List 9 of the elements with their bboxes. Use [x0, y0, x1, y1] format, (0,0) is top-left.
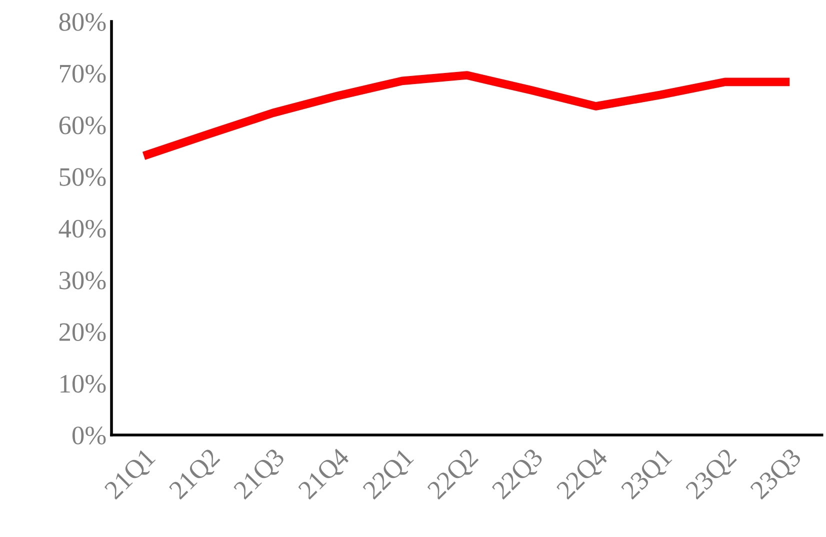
- y-tick-label: 40%: [58, 220, 106, 238]
- y-tick-label: 50%: [60, 168, 106, 186]
- y-tick-label: 0%: [72, 426, 106, 444]
- y-tick-label: 10%: [60, 374, 106, 393]
- y-tick-label: 60%: [59, 116, 106, 134]
- y-tick-label: 80%: [59, 13, 106, 31]
- y-tick-label: 70%: [60, 64, 106, 83]
- y-tick-label: 30%: [60, 272, 106, 290]
- y-tick-label: 20%: [59, 323, 106, 342]
